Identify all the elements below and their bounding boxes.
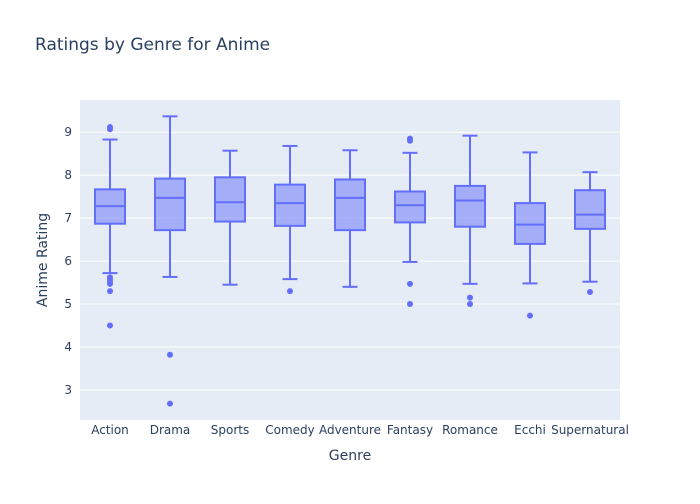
x-tick-label: Comedy (265, 423, 315, 437)
box-comedy (274, 144, 306, 295)
outlier-point (167, 351, 173, 358)
iqr-box (274, 183, 306, 227)
x-tick-label: Fantasy (387, 423, 433, 437)
x-tick-label: Ecchi (514, 423, 546, 437)
y-tick-label: 4 (64, 340, 72, 354)
outlier-point (587, 289, 593, 295)
iqr-box (454, 184, 486, 228)
x-tick-label: Drama (150, 423, 191, 437)
box-sports (214, 149, 246, 286)
x-tick-label: Adventure (319, 423, 381, 437)
chart-title: Ratings by Genre for Anime (35, 35, 270, 55)
x-tick-label: Supernatural (551, 423, 629, 437)
y-tick-label: 8 (64, 168, 72, 182)
outlier-point (107, 322, 113, 329)
box-supernatural (574, 171, 606, 295)
box-adventure (334, 149, 366, 288)
y-tick-label: 9 (64, 125, 72, 139)
outlier-point (407, 137, 413, 144)
outlier-point (407, 301, 413, 308)
box-romance (454, 134, 486, 308)
iqr-box (514, 202, 546, 245)
x-axis-ticks: Action Drama Sports Comedy Adventure Fantasy R… (91, 423, 629, 437)
box-drama (154, 115, 186, 407)
box-action (94, 124, 126, 329)
outlier-point (467, 301, 473, 308)
iqr-box (394, 190, 426, 224)
y-axis-title: Anime Rating (35, 213, 51, 307)
box-series (94, 115, 606, 407)
x-tick-label: Action (91, 423, 129, 437)
x-axis-title: Genre (329, 448, 371, 464)
iqr-box (574, 189, 606, 230)
outlier-point (407, 280, 413, 287)
x-tick-label: Sports (211, 423, 249, 437)
outlier-point (167, 400, 173, 407)
box-ecchi (514, 151, 546, 319)
outlier-point (467, 294, 473, 301)
outlier-point (527, 312, 533, 319)
y-tick-label: 3 (64, 383, 72, 397)
iqr-box (214, 176, 246, 223)
y-tick-label: 7 (64, 211, 72, 225)
y-tick-label: 6 (64, 254, 72, 268)
iqr-box (334, 178, 366, 232)
outlier-point (107, 288, 113, 295)
outlier-point (107, 126, 113, 133)
iqr-box (154, 177, 186, 232)
box-fantasy (394, 135, 426, 308)
y-tick-label: 5 (64, 297, 72, 311)
y-axis-ticks: 3 4 5 6 7 8 9 (64, 125, 72, 397)
outlier-point (287, 288, 293, 295)
outlier-point (107, 280, 113, 287)
x-tick-label: Romance (442, 423, 498, 437)
